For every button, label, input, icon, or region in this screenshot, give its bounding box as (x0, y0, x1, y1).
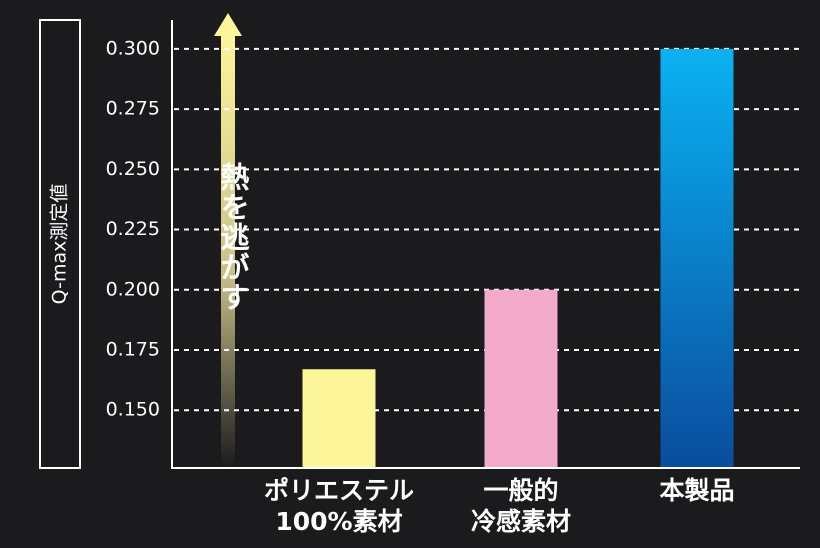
arrow-head (214, 13, 242, 36)
bar (302, 369, 376, 468)
y-tick-label: 0.200 (106, 278, 160, 300)
x-tick-label: ポリエステル 100%素材 (263, 476, 414, 536)
x-tick-label: 一般的 冷感素材 (470, 476, 571, 536)
y-axis-label: Q-max測定値 (49, 184, 71, 305)
bar (660, 48, 734, 468)
y-tick-label: 0.175 (106, 338, 160, 360)
annotation: 熱を逃がす (216, 162, 250, 312)
y-tick-label: 0.275 (106, 98, 160, 120)
y-tick-label: 0.225 (106, 218, 160, 240)
y-tick-label: 0.250 (106, 158, 160, 180)
y-tick-label: 0.150 (106, 399, 160, 421)
y-tick-label: 0.300 (106, 37, 160, 59)
bar (484, 289, 558, 468)
y-label-box (39, 19, 81, 469)
x-tick-label: 本製品 (659, 476, 735, 505)
arrow-shaft (221, 34, 235, 468)
